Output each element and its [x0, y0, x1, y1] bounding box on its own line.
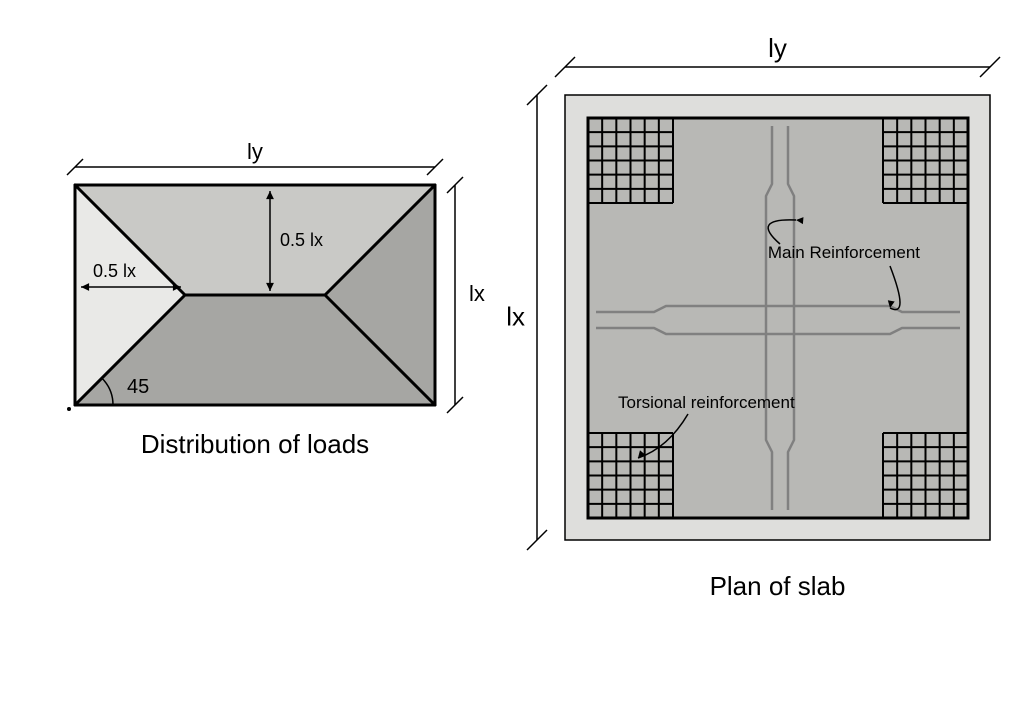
slab-plan-diagram: ly lx Main Reinforcement Torsional reinforc… [506, 33, 1000, 601]
left-dim-ly: ly [247, 139, 263, 164]
caption-right: Plan of slab [710, 571, 846, 601]
left-angle-45: 45 [127, 376, 149, 398]
label-main-reinforcement: Main Reinforcement [768, 243, 920, 262]
label-torsional-reinforcement: Torsional reinforcement [618, 393, 795, 412]
right-dim-lx: lx [506, 302, 525, 332]
load-distribution-diagram: ly lx 0.5 lx 0.5 lx 45 Distribution of loads [67, 139, 485, 459]
caption-left: Distribution of loads [141, 429, 369, 459]
left-dim-lx: lx [469, 281, 485, 306]
left-half-lx-vert: 0.5 lx [280, 230, 323, 250]
right-dim-ly: ly [768, 33, 787, 63]
left-half-lx-horz: 0.5 lx [93, 261, 136, 281]
